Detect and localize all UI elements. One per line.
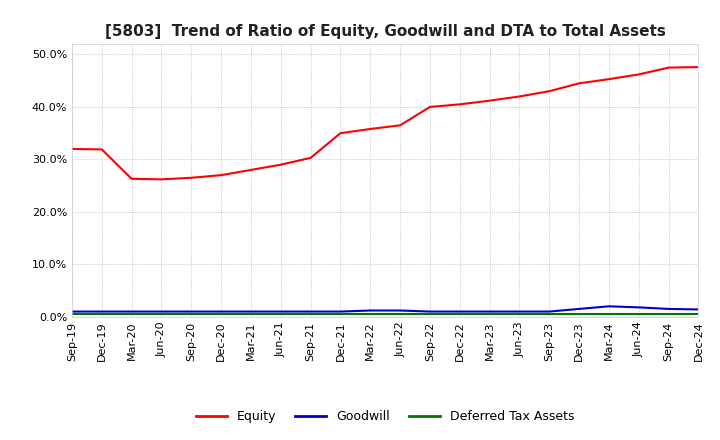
Deferred Tax Assets (247, 312, 256, 317)
Goodwill (217, 309, 225, 314)
Equity (247, 167, 256, 172)
Goodwill (665, 306, 673, 312)
Equity (97, 147, 106, 152)
Deferred Tax Assets (157, 312, 166, 317)
Deferred Tax Assets (127, 312, 136, 317)
Deferred Tax Assets (485, 312, 494, 317)
Goodwill (426, 309, 434, 314)
Deferred Tax Assets (515, 312, 523, 317)
Equity (665, 65, 673, 70)
Equity (187, 175, 196, 180)
Goodwill (68, 309, 76, 314)
Goodwill (634, 305, 643, 310)
Goodwill (306, 309, 315, 314)
Goodwill (515, 309, 523, 314)
Title: [5803]  Trend of Ratio of Equity, Goodwill and DTA to Total Assets: [5803] Trend of Ratio of Equity, Goodwil… (105, 24, 665, 39)
Deferred Tax Assets (665, 312, 673, 317)
Equity (396, 123, 405, 128)
Equity (545, 88, 554, 94)
Goodwill (396, 308, 405, 313)
Deferred Tax Assets (187, 312, 196, 317)
Goodwill (187, 309, 196, 314)
Equity (157, 177, 166, 182)
Equity (456, 102, 464, 107)
Line: Equity: Equity (72, 67, 698, 180)
Deferred Tax Assets (545, 312, 554, 317)
Equity (426, 104, 434, 110)
Deferred Tax Assets (217, 312, 225, 317)
Deferred Tax Assets (396, 312, 405, 317)
Legend: Equity, Goodwill, Deferred Tax Assets: Equity, Goodwill, Deferred Tax Assets (191, 405, 580, 428)
Equity (485, 98, 494, 103)
Goodwill (545, 309, 554, 314)
Deferred Tax Assets (605, 312, 613, 317)
Goodwill (575, 306, 583, 312)
Goodwill (127, 309, 136, 314)
Deferred Tax Assets (694, 312, 703, 317)
Goodwill (485, 309, 494, 314)
Deferred Tax Assets (306, 312, 315, 317)
Equity (605, 77, 613, 82)
Goodwill (276, 309, 285, 314)
Equity (515, 94, 523, 99)
Equity (634, 72, 643, 77)
Deferred Tax Assets (575, 312, 583, 317)
Deferred Tax Assets (366, 312, 374, 317)
Goodwill (336, 309, 345, 314)
Goodwill (97, 309, 106, 314)
Deferred Tax Assets (336, 312, 345, 317)
Goodwill (366, 308, 374, 313)
Goodwill (247, 309, 256, 314)
Equity (366, 126, 374, 132)
Equity (217, 172, 225, 178)
Equity (127, 176, 136, 181)
Deferred Tax Assets (634, 312, 643, 317)
Deferred Tax Assets (276, 312, 285, 317)
Goodwill (694, 307, 703, 312)
Equity (575, 81, 583, 86)
Deferred Tax Assets (97, 312, 106, 317)
Equity (68, 146, 76, 151)
Goodwill (605, 304, 613, 309)
Goodwill (456, 309, 464, 314)
Deferred Tax Assets (68, 312, 76, 317)
Deferred Tax Assets (426, 312, 434, 317)
Equity (336, 131, 345, 136)
Equity (306, 155, 315, 161)
Goodwill (157, 309, 166, 314)
Equity (694, 64, 703, 70)
Equity (276, 162, 285, 167)
Deferred Tax Assets (456, 312, 464, 317)
Line: Goodwill: Goodwill (72, 306, 698, 312)
